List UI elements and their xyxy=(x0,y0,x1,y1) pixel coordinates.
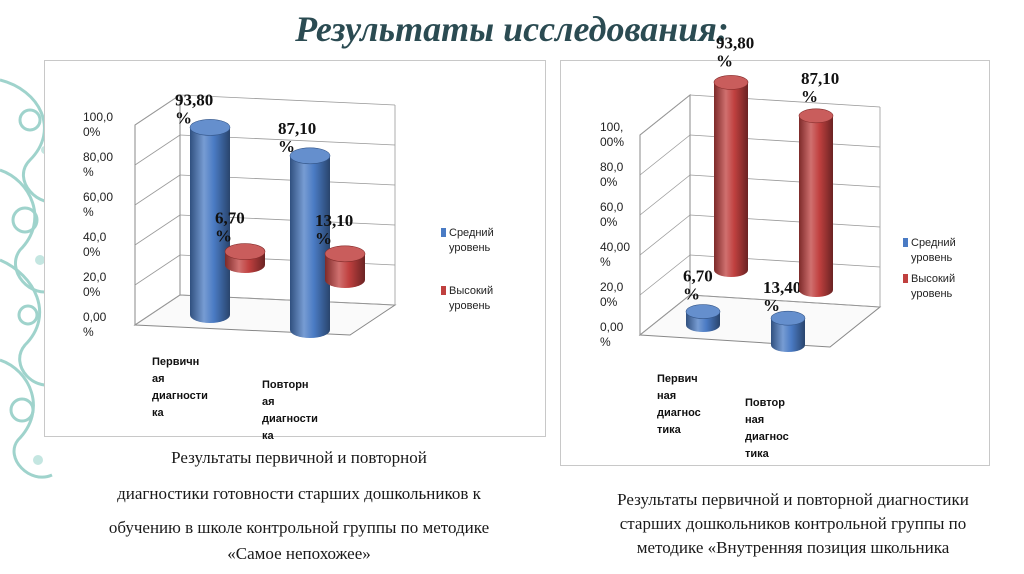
caption-line: Результаты первичной и повторной диагнос… xyxy=(617,490,969,509)
bar-top xyxy=(713,75,749,90)
data-label: 6,70% xyxy=(683,267,713,304)
y-tick-label: 100,00% xyxy=(600,120,624,149)
gridline-side xyxy=(639,214,691,256)
page-title: Результаты исследования: xyxy=(295,9,729,49)
bar-top xyxy=(685,304,721,319)
bar-cylinder xyxy=(771,318,805,352)
bar-top xyxy=(770,310,806,326)
gridline-side xyxy=(639,134,691,176)
chart-1-caption: Результаты первичной и повторной диагнос… xyxy=(44,448,554,564)
gridline-side xyxy=(134,254,181,286)
caption-line: старших дошкольников контрольной группы … xyxy=(619,514,967,533)
gridline-back xyxy=(689,294,881,308)
data-label: 87,10% xyxy=(801,69,839,106)
bar-top xyxy=(798,108,834,124)
gridline-side xyxy=(639,254,691,296)
y-tick-label: 20,0 0% xyxy=(600,280,624,309)
legend-swatch xyxy=(441,228,446,237)
legend-label: Средний уровень xyxy=(911,237,956,264)
data-label: 13,40% xyxy=(763,278,801,315)
y-tick-label: 40,00% xyxy=(600,240,630,269)
bar-cylinder xyxy=(325,253,365,288)
bar-top xyxy=(224,243,266,260)
gridline-side xyxy=(639,94,691,136)
bar-cylinder xyxy=(190,127,230,324)
y-tick-label: 0,00% xyxy=(83,310,107,339)
bar-cylinder xyxy=(714,82,748,278)
caption-line: Результаты первичной и повторной xyxy=(171,448,427,467)
legend-swatch xyxy=(903,274,908,283)
legend-label: Высокий уровень xyxy=(911,273,955,300)
chart-panel-2 xyxy=(560,60,990,466)
y-tick-label: 80,00% xyxy=(83,150,113,179)
y-tick-label: 0,00% xyxy=(600,320,624,349)
data-label: 93,80% xyxy=(175,90,213,127)
gridline-side xyxy=(639,174,691,216)
bar-cylinder xyxy=(799,115,833,297)
gridline-side xyxy=(134,294,181,326)
legend-swatch xyxy=(441,286,446,295)
gridline-back xyxy=(179,94,396,106)
bar-top xyxy=(324,245,366,263)
gridline-side xyxy=(134,94,181,126)
caption-line: обучению в школе контрольной группы по м… xyxy=(108,518,490,537)
gridline-side xyxy=(134,174,181,206)
data-label: 13,10% xyxy=(315,211,353,248)
data-label: 93,80% xyxy=(716,33,754,70)
caption-line: «Самое непохожее» xyxy=(227,544,371,563)
legend-swatch xyxy=(903,238,908,247)
chart-2-caption: Результаты первичной и повторной диагнос… xyxy=(578,488,1008,560)
legend-label: Средний уровень xyxy=(449,227,494,254)
y-tick-label: 20,0 0% xyxy=(83,270,107,299)
bar-cylinder xyxy=(290,155,330,338)
caption-line: диагностики готовности старших дошкольни… xyxy=(117,484,481,503)
gridline-side xyxy=(639,294,691,336)
data-label: 87,10% xyxy=(278,119,316,156)
bar-top xyxy=(289,147,331,165)
data-label: 6,70% xyxy=(215,209,245,246)
caption-line: методике «Внутренняя позиция школьника xyxy=(636,538,950,557)
bar-top xyxy=(189,119,231,136)
legend-label: Высокий уровень xyxy=(449,285,493,312)
gridline-side xyxy=(134,134,181,166)
gridline-side xyxy=(134,214,181,246)
y-tick-label: 60,00% xyxy=(83,190,113,219)
